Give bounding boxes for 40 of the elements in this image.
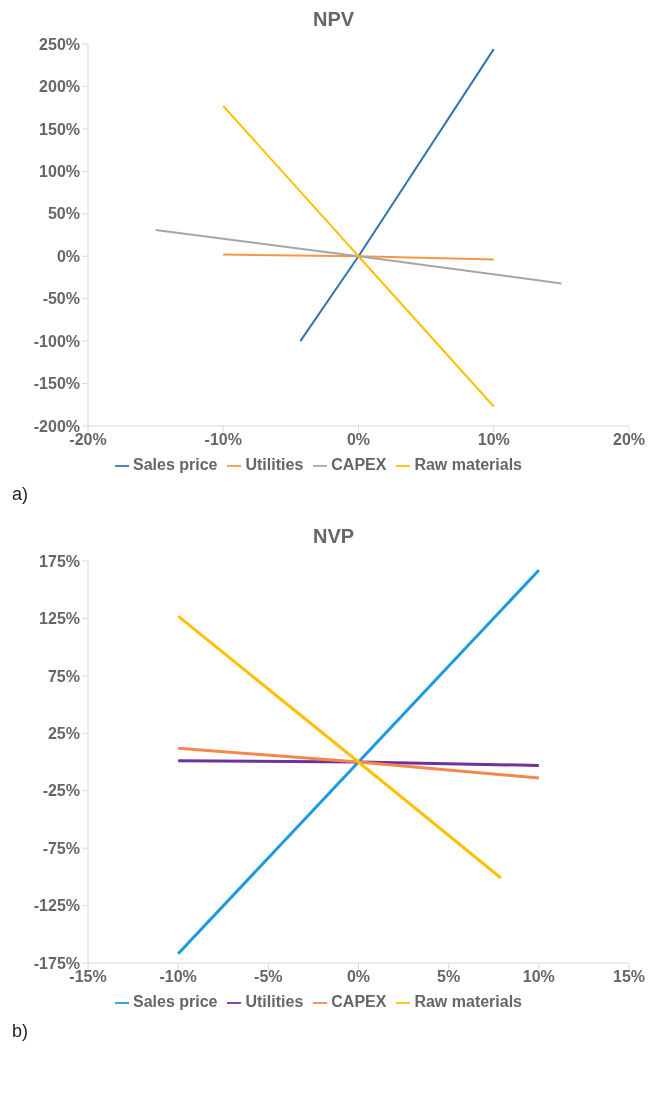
y-tick-label: 50% [47, 205, 80, 223]
y-tick-label: 25% [47, 724, 80, 742]
y-tick-label: -75% [42, 839, 80, 857]
legend-label: Utilities [245, 456, 304, 473]
x-tick-label: -20% [69, 431, 107, 449]
y-tick-label: 0% [56, 247, 80, 265]
text: b) [12, 1021, 29, 1042]
y-tick-label: -125% [33, 897, 80, 915]
legend-label: Sales price [132, 993, 218, 1010]
y-tick-label: 175% [39, 552, 80, 570]
y-tick-label: 100% [39, 163, 80, 181]
x-tick-label: 10% [477, 431, 510, 449]
y-tick-label: -100% [33, 332, 80, 350]
x-tick-label: 0% [346, 431, 371, 449]
x-tick-label: -10% [159, 968, 197, 986]
x-tick-label: -10% [204, 431, 242, 449]
x-tick-label: 20% [612, 431, 646, 449]
x-tick-label: -5% [254, 968, 283, 986]
text: a) [12, 484, 29, 505]
legend-label: Raw materials [414, 456, 523, 473]
y-tick-label: 250% [39, 35, 80, 53]
legend-label: CAPEX [331, 993, 387, 1010]
y-tick-label: 75% [47, 667, 80, 685]
x-tick-label: 10% [522, 968, 555, 986]
x-tick-label: 0% [346, 968, 371, 986]
x-tick-label: -15% [69, 968, 107, 986]
chart-title: NVP [311, 525, 356, 549]
y-tick-label: -25% [42, 782, 80, 800]
y-tick-label: 150% [39, 120, 80, 138]
y-tick-label: -50% [42, 290, 80, 308]
legend-label: CAPEX [331, 456, 387, 473]
x-tick-label: 5% [437, 968, 461, 986]
legend-label: Utilities [245, 993, 304, 1010]
legend-label: Raw materials [414, 993, 523, 1010]
legend-label: Sales price [132, 456, 218, 473]
y-tick-label: 200% [39, 78, 80, 96]
y-tick-label: 125% [39, 610, 80, 628]
y-tick-label: -150% [33, 375, 80, 393]
chart-title: NPV [311, 8, 356, 32]
x-tick-label: 15% [612, 968, 646, 986]
